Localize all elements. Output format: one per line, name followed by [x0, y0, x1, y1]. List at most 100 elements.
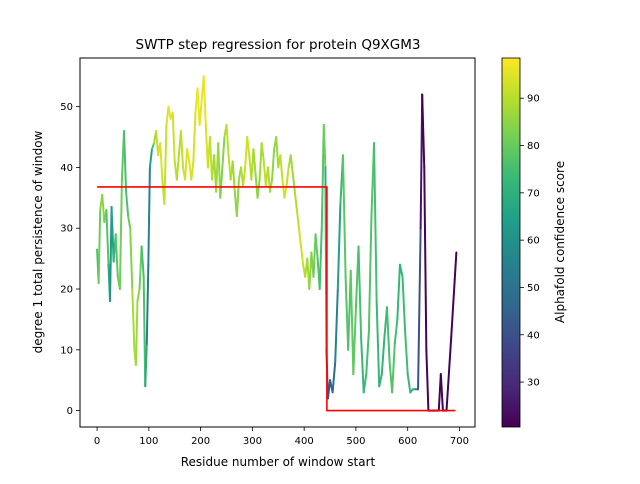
plot-series: [96, 75, 458, 412]
persistence-segment: [367, 215, 373, 333]
persistence-segment: [148, 148, 153, 169]
persistence-segment: [184, 148, 189, 181]
y-tick-label: 0: [67, 406, 73, 417]
persistence-segment: [219, 166, 224, 199]
persistence-segment: [421, 93, 426, 169]
persistence-segment: [202, 75, 207, 126]
persistence-segment: [406, 373, 412, 394]
persistence-segment: [380, 336, 386, 376]
persistence-segment: [140, 245, 145, 278]
persistence-segment: [221, 136, 226, 169]
persistence-segment: [300, 245, 305, 266]
persistence-segment: [186, 148, 191, 163]
persistence-segment: [192, 111, 197, 163]
colorbar-tick-label: 50: [527, 283, 540, 294]
persistence-segment: [235, 178, 240, 218]
persistence-segment: [131, 288, 136, 351]
x-tick-label: 700: [450, 436, 469, 447]
persistence-segment: [145, 263, 150, 345]
persistence-segment: [314, 233, 319, 260]
persistence-segment: [297, 227, 303, 248]
persistence-segment: [134, 300, 139, 366]
persistence-segment: [242, 166, 247, 187]
colorbar-ticks: 30 40 50 60 70 80 90: [520, 94, 540, 389]
persistence-segment: [159, 142, 164, 181]
persistence-segment: [127, 215, 132, 230]
y-tick-label: 10: [60, 345, 73, 356]
persistence-segment: [445, 336, 453, 412]
colorbar-tick-label: 90: [527, 94, 540, 105]
persistence-segment: [417, 227, 422, 391]
persistence-segment: [373, 142, 378, 303]
persistence-segment: [295, 208, 300, 230]
y-axis: 0 10 20 30 40 50: [60, 102, 80, 417]
persistence-segment: [123, 129, 128, 193]
colorbar-tick-label: 40: [527, 330, 540, 341]
persistence-segment: [322, 123, 327, 169]
persistence-segment: [391, 342, 396, 394]
persistence-segment: [398, 263, 404, 278]
persistence-segment: [271, 148, 276, 181]
persistence-segment: [125, 190, 130, 218]
persistence-segment: [268, 178, 274, 193]
persistence-segment: [318, 227, 323, 291]
persistence-segment: [341, 154, 347, 278]
persistence-segment: [155, 129, 160, 157]
colorbar-tick-label: 30: [527, 378, 540, 389]
persistence-segment: [129, 227, 134, 291]
persistence-segment: [105, 208, 110, 266]
persistence-segment: [179, 129, 185, 169]
step-fit-line: [97, 186, 456, 412]
persistence-segment: [190, 160, 195, 181]
x-tick-label: 0: [94, 436, 100, 447]
persistence-segment: [163, 123, 168, 205]
persistence-segment: [144, 342, 148, 388]
persistence-segment: [289, 154, 294, 175]
y-tick-label: 40: [60, 163, 73, 174]
persistence-segment: [97, 208, 102, 284]
persistence-segment: [396, 263, 401, 321]
persistence-segment: [285, 166, 290, 187]
colorbar-tick-label: 70: [527, 188, 540, 199]
x-tick-label: 300: [243, 436, 262, 447]
persistence-segment: [275, 136, 280, 169]
persistence-segment: [439, 373, 444, 412]
plot-frame: [79, 57, 476, 428]
persistence-segment: [246, 136, 251, 157]
persistence-segment: [423, 166, 428, 351]
persistence-segment: [404, 330, 409, 376]
x-tick-label: 600: [398, 436, 417, 447]
colorbar-label: Alphafold confidence score: [553, 161, 567, 323]
y-tick-label: 50: [60, 102, 73, 113]
persistence-segment: [110, 205, 115, 263]
persistence-segment: [349, 269, 355, 376]
persistence-segment: [360, 336, 365, 394]
persistence-segment: [225, 123, 230, 157]
persistence-segment: [198, 99, 203, 126]
y-tick-label: 30: [60, 224, 73, 235]
persistence-segment: [175, 154, 180, 181]
persistence-segment: [118, 178, 123, 291]
persistence-segment: [450, 251, 458, 339]
persistence-segment: [114, 233, 119, 278]
persistence-segment: [357, 245, 363, 339]
persistence-segment: [171, 111, 176, 163]
persistence-segment: [136, 288, 141, 303]
persistence-segment: [101, 193, 106, 224]
persistence-segment: [256, 178, 261, 199]
persistence-segment: [334, 288, 339, 363]
persistence-segment: [279, 154, 284, 181]
x-tick-label: 200: [191, 436, 210, 447]
persistence-segment: [393, 318, 399, 345]
persistence-segment: [252, 148, 257, 175]
colorbar: [501, 57, 521, 428]
y-tick-label: 20: [60, 285, 73, 296]
persistence-segment: [150, 142, 156, 151]
persistence-segment: [291, 172, 296, 193]
x-axis-label: Residue number of window start: [181, 455, 376, 469]
persistence-segment: [385, 306, 391, 363]
x-tick-label: 100: [139, 436, 158, 447]
y-axis-label: degree 1 total persistence of window: [31, 130, 45, 353]
persistence-segment: [331, 360, 337, 394]
